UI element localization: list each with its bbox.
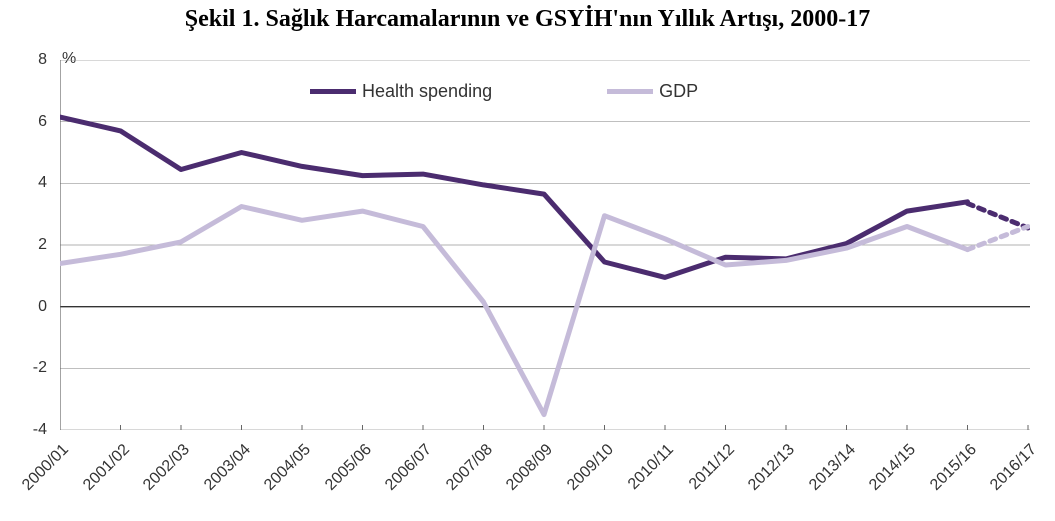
figure-title: Şekil 1. Sağlık Harcamalarının ve GSYİH'… xyxy=(0,6,1055,33)
x-tick-label: 2014/15 xyxy=(850,441,919,510)
y-tick-label: 8 xyxy=(38,51,47,69)
x-tick-label: 2013/14 xyxy=(790,441,859,510)
figure-container: Şekil 1. Sağlık Harcamalarının ve GSYİH'… xyxy=(0,0,1055,521)
x-tick-label: 2009/10 xyxy=(548,441,617,510)
y-tick-label: -2 xyxy=(33,359,47,377)
x-tick-label: 2002/03 xyxy=(124,441,193,510)
y-tick-label: 2 xyxy=(38,236,47,254)
x-tick-label: 2015/16 xyxy=(911,441,980,510)
x-tick-label: 2001/02 xyxy=(64,441,133,510)
x-tick-label: 2011/12 xyxy=(669,441,738,510)
x-tick-label: 2007/08 xyxy=(427,441,496,510)
plot-area xyxy=(60,60,1030,430)
x-tick-label: 2012/13 xyxy=(729,441,798,510)
x-tick-label: 2016/17 xyxy=(971,441,1040,510)
y-tick-label: 4 xyxy=(38,174,47,192)
x-tick-label: 2004/05 xyxy=(245,441,314,510)
x-tick-label: 2005/06 xyxy=(306,441,375,510)
x-tick-label: 2010/11 xyxy=(608,441,677,510)
x-tick-label: 2000/01 xyxy=(3,441,72,510)
x-tick-label: 2006/07 xyxy=(366,441,435,510)
x-tick-label: 2003/04 xyxy=(185,441,254,510)
line-chart-svg xyxy=(60,60,1030,430)
x-axis-labels: 2000/012001/022002/032003/042004/052005/… xyxy=(60,435,1030,515)
y-tick-label: 0 xyxy=(38,298,47,316)
y-axis-labels: -4-202468 xyxy=(0,60,55,430)
y-tick-label: -4 xyxy=(33,421,47,439)
y-tick-label: 6 xyxy=(38,113,47,131)
x-tick-label: 2008/09 xyxy=(487,441,556,510)
